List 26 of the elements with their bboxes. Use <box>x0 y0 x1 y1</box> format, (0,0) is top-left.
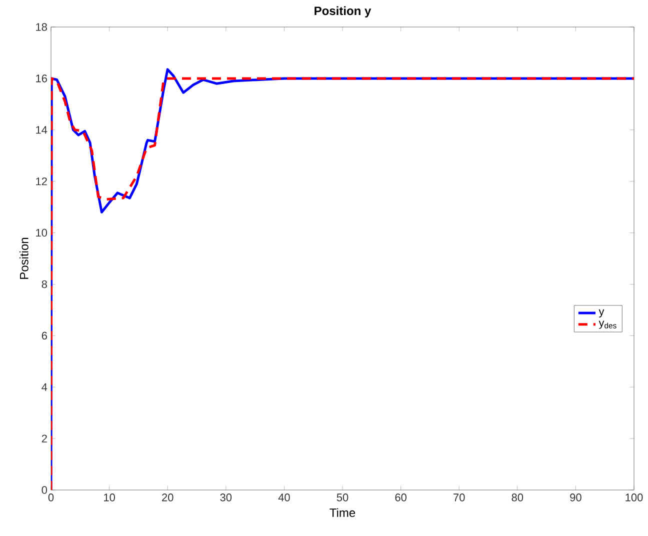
x-tick-label: 40 <box>278 494 290 502</box>
legend-label: y <box>598 309 604 318</box>
x-axis-title: Time <box>330 508 356 517</box>
y-tick-label: 10 <box>36 228 48 237</box>
y-tick-label: 2 <box>42 434 47 442</box>
y-axis-title: Position <box>20 238 28 279</box>
x-tick-label: 90 <box>570 494 582 502</box>
y-tick-label: 0 <box>42 486 48 494</box>
y-tick-label: 6 <box>42 332 47 340</box>
x-tick-label: 70 <box>454 494 465 502</box>
x-tick-label: 0 <box>48 494 54 502</box>
x-tick-label: 60 <box>395 494 406 502</box>
legend-label: y$_{des}$ <box>598 320 616 329</box>
y-tick-label: 8 <box>42 280 47 288</box>
y-tick-label: 18 <box>36 23 47 31</box>
x-tick-label: 10 <box>104 494 115 502</box>
x-tick-label: 20 <box>162 494 174 502</box>
x-tick-label: 80 <box>512 494 524 502</box>
y-tick-label: 16 <box>36 74 47 82</box>
chart-title: Position y <box>314 6 372 18</box>
x-tick-label: 100 <box>626 494 643 502</box>
x-tick-label: 50 <box>336 494 348 502</box>
x-tick-label: 30 <box>220 494 232 502</box>
y-tick-label: 14 <box>36 126 48 134</box>
y-tick-label: 12 <box>36 178 47 186</box>
y-tick-label: 4 <box>42 383 48 391</box>
